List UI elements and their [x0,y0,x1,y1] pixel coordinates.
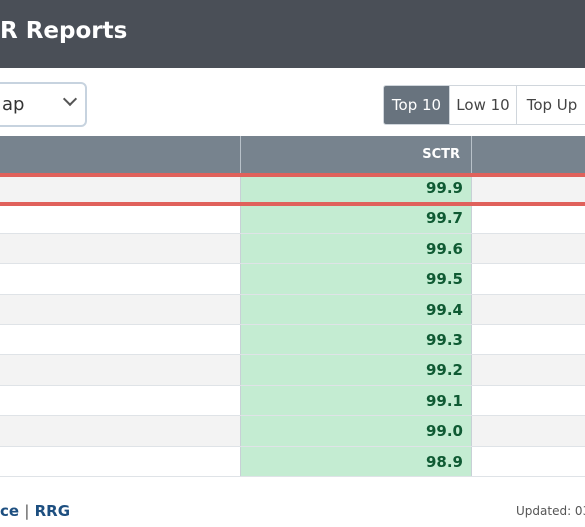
trailing-cell [472,447,585,476]
trailing-cell [472,416,585,445]
symbol-cell [0,447,240,476]
trailing-cell [472,295,585,324]
table-row[interactable]: 99.4 [0,294,585,325]
sctr-cell: 99.6 [240,233,472,264]
symbol-cell [0,234,240,263]
page-header: R Reports [0,0,585,68]
sctr-cell: 99.3 [240,324,472,355]
trailing-cell [472,264,585,293]
group-select-value: ap [2,94,25,115]
trailing-cell [472,386,585,415]
symbol-cell [0,355,240,384]
filter-button-group: Top 10 Low 10 Top Up [383,85,585,125]
sctr-cell: 98.9 [240,446,472,476]
low-10-button[interactable]: Low 10 [450,86,517,124]
sctr-cell: 99.1 [240,385,472,416]
rrg-link[interactable]: RRG [34,502,71,520]
trailing-cell [472,203,585,232]
sctr-column-header[interactable]: SCTR [240,136,472,173]
trailing-cell [472,173,585,202]
sctr-cell: 99.7 [240,203,472,233]
sctr-cell: 99.0 [240,416,472,446]
sctr-table: SCTR 99.9 99.7 99.6 99.5 99.4 99.3 99.2 99.1 99.… [0,136,585,477]
table-row[interactable]: 99.6 [0,233,585,265]
footer: ce | RRG Updated: 03 [0,494,585,527]
table-row[interactable]: 99.5 [0,264,585,295]
symbol-cell [0,386,240,415]
footer-links: ce | RRG [0,502,70,520]
footer-separator: | [24,502,30,520]
updated-timestamp: Updated: 03 [516,504,585,518]
symbol-cell [0,295,240,324]
table-row[interactable]: 98.9 [0,446,585,477]
table-row[interactable]: 99.9 [0,173,585,204]
trailing-cell [472,234,585,263]
table-body: 99.9 99.7 99.6 99.5 99.4 99.3 99.2 99.1 99.0 98.9 [0,173,585,477]
table-row[interactable]: 99.7 [0,203,585,234]
symbol-cell [0,173,240,202]
group-select[interactable]: ap [0,82,87,127]
sctr-cell: 99.2 [240,355,472,385]
table-row[interactable]: 99.0 [0,416,585,447]
trailing-cell [472,355,585,384]
symbol-cell [0,325,240,354]
top-10-button[interactable]: Top 10 [384,86,450,124]
footer-link-1[interactable]: ce [0,502,20,520]
symbol-cell [0,416,240,445]
table-row[interactable]: 99.2 [0,355,585,386]
symbol-cell [0,203,240,232]
sctr-cell: 99.4 [240,294,472,324]
sctr-cell: 99.9 [240,173,472,203]
table-row[interactable]: 99.1 [0,385,585,417]
table-row[interactable]: 99.3 [0,324,585,356]
controls-bar: ap Top 10 Low 10 Top Up [0,68,585,136]
trailing-cell [472,325,585,354]
page-title: R Reports [0,18,128,44]
top-up-button[interactable]: Top Up [517,86,585,124]
chevron-down-icon [62,91,78,107]
sctr-cell: 99.5 [240,264,472,294]
table-header: SCTR [0,136,585,173]
symbol-cell [0,264,240,293]
